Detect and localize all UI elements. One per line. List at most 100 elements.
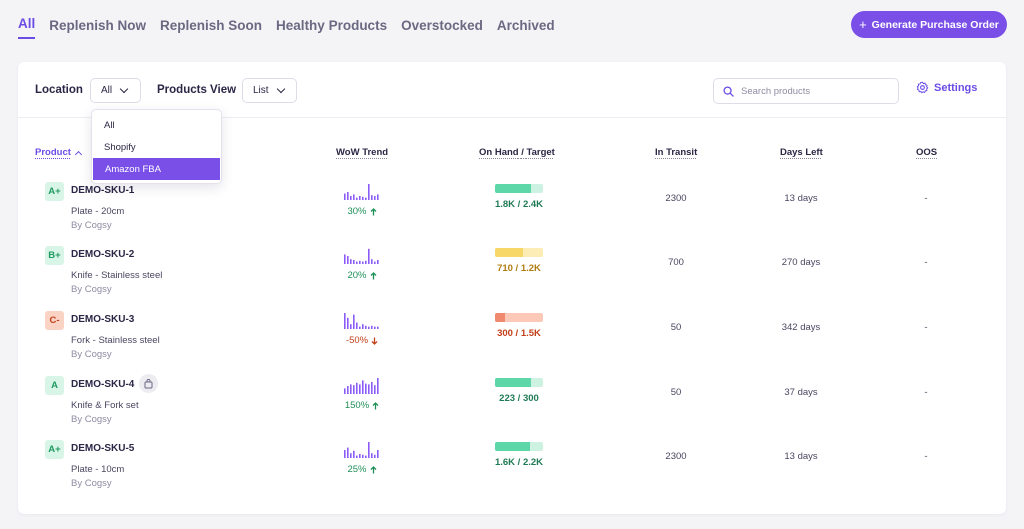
tab-replenish-now[interactable]: Replenish Now bbox=[49, 18, 147, 33]
in-transit-value: 2300 bbox=[665, 451, 687, 462]
trend-bar bbox=[365, 383, 367, 394]
trend-bar bbox=[347, 386, 349, 394]
location-option-amazon-fba[interactable]: Amazon FBA bbox=[93, 158, 220, 180]
trend-bar bbox=[371, 259, 373, 264]
oos-value: - bbox=[924, 387, 928, 398]
trend-bar bbox=[347, 256, 349, 264]
table-row[interactable]: A+ DEMO-SKU-5 Plate - 10cm By Cogsy 25% 1.6K … bbox=[18, 440, 1006, 504]
trend-bar bbox=[368, 384, 370, 394]
on-hand-progress-fill bbox=[495, 248, 524, 257]
on-hand-progress-bar bbox=[495, 313, 543, 322]
product-sku[interactable]: DEMO-SKU-5 bbox=[71, 443, 135, 454]
product-sku[interactable]: DEMO-SKU-1 bbox=[71, 185, 135, 196]
trend-bar bbox=[350, 453, 352, 458]
trend-bar bbox=[350, 324, 352, 329]
header-separator: / bbox=[521, 147, 527, 158]
chevron-up-icon bbox=[74, 150, 82, 158]
on-hand-progress-fill bbox=[495, 313, 505, 322]
trend-bar bbox=[371, 195, 373, 200]
target-value: 300 bbox=[522, 393, 539, 404]
days-left-value: 13 days bbox=[784, 193, 818, 204]
status-tabs: All Replenish Now Replenish Soon Healthy… bbox=[18, 16, 555, 39]
target-value: 2.2K bbox=[522, 457, 544, 468]
column-header-oos[interactable]: OOS bbox=[916, 147, 938, 158]
on-hand-progress-bar bbox=[495, 248, 543, 257]
on-hand-progress-fill bbox=[495, 442, 531, 451]
column-header-in-transit[interactable]: In Transit bbox=[655, 147, 698, 158]
tab-all[interactable]: All bbox=[18, 16, 36, 39]
generate-purchase-order-button[interactable]: + Generate Purchase Order bbox=[851, 11, 1007, 38]
location-option-shopify[interactable]: Shopify bbox=[104, 141, 136, 153]
table-row[interactable]: C- DEMO-SKU-3 Fork - Stainless steel By Cog… bbox=[18, 311, 1006, 375]
settings-label: Settings bbox=[934, 81, 978, 94]
wow-trend-sparkline bbox=[344, 313, 379, 329]
table-row[interactable]: A+ DEMO-SKU-1 Plate - 20cm By Cogsy 30% 1.8K … bbox=[18, 182, 1006, 246]
bundle-icon[interactable] bbox=[139, 374, 158, 393]
column-header-on-hand-target[interactable]: On Hand / Target bbox=[479, 147, 555, 158]
gear-icon bbox=[916, 81, 929, 94]
arrow-down-icon bbox=[371, 337, 378, 345]
trend-bar bbox=[371, 382, 373, 394]
trend-bar bbox=[356, 455, 358, 458]
products-view-select[interactable]: List bbox=[242, 78, 297, 103]
trend-bar bbox=[344, 193, 346, 200]
trend-bar bbox=[350, 259, 352, 264]
target-value: 1.5K bbox=[520, 328, 541, 339]
product-supplier: By Cogsy bbox=[71, 284, 112, 295]
tab-archived[interactable]: Archived bbox=[496, 18, 555, 33]
location-option-all[interactable]: All bbox=[104, 119, 115, 131]
settings-button[interactable]: Settings bbox=[916, 81, 977, 94]
on-hand-value: 1.8K bbox=[494, 199, 516, 210]
trend-bar bbox=[353, 314, 355, 329]
on-hand-progress-bar bbox=[495, 442, 543, 451]
table-row[interactable]: B+ DEMO-SKU-2 Knife - Stainless steel By Co… bbox=[18, 246, 1006, 310]
trend-bar bbox=[359, 260, 361, 264]
on-hand-progress-fill bbox=[495, 378, 531, 387]
oos-value: - bbox=[924, 322, 928, 333]
table-row[interactable]: A DEMO-SKU-4 Knife & Fork set By Cogsy 150% 2… bbox=[18, 374, 1006, 440]
search-input[interactable] bbox=[741, 85, 891, 97]
column-header-wow-trend[interactable]: WoW Trend bbox=[336, 147, 389, 158]
tab-replenish-soon[interactable]: Replenish Soon bbox=[160, 18, 263, 33]
trend-bar bbox=[368, 248, 370, 264]
products-view-value: List bbox=[253, 85, 269, 96]
trend-bar bbox=[377, 194, 379, 200]
trend-bar bbox=[359, 454, 361, 458]
tab-overstocked[interactable]: Overstocked bbox=[401, 18, 483, 33]
location-select[interactable]: All bbox=[90, 78, 141, 103]
trend-bar bbox=[374, 385, 376, 394]
product-sku[interactable]: DEMO-SKU-4 bbox=[71, 379, 135, 390]
oos-value: - bbox=[924, 193, 928, 204]
trend-bar bbox=[368, 184, 370, 200]
on-hand-progress-fill bbox=[495, 184, 531, 193]
tab-healthy-products[interactable]: Healthy Products bbox=[276, 18, 388, 33]
arrow-up-icon bbox=[370, 465, 376, 473]
trend-percent: -50% bbox=[345, 335, 369, 346]
column-header-product[interactable]: Product bbox=[35, 147, 82, 158]
wow-trend-value: 30% bbox=[328, 206, 396, 217]
trend-bar bbox=[371, 325, 373, 329]
product-supplier: By Cogsy bbox=[71, 220, 112, 231]
product-sku[interactable]: DEMO-SKU-3 bbox=[71, 314, 135, 325]
wow-trend-value: 25% bbox=[328, 464, 396, 475]
wow-trend-value: -50% bbox=[328, 335, 396, 346]
product-supplier: By Cogsy bbox=[71, 478, 112, 489]
column-header-days-left[interactable]: Days Left bbox=[780, 147, 823, 158]
trend-bar bbox=[356, 322, 358, 329]
trend-bar bbox=[356, 382, 358, 394]
product-description: Knife & Fork set bbox=[71, 400, 139, 411]
trend-bar bbox=[344, 450, 346, 458]
products-view-label: Products View bbox=[157, 84, 237, 96]
on-hand-progress-bar bbox=[495, 184, 543, 193]
wow-trend-sparkline bbox=[344, 248, 379, 264]
arrow-up-icon bbox=[370, 271, 376, 279]
product-sku[interactable]: DEMO-SKU-2 bbox=[71, 249, 135, 260]
on-hand-progress-bar bbox=[495, 378, 543, 387]
trend-bar bbox=[374, 196, 376, 200]
grade-badge: A bbox=[45, 376, 64, 395]
trend-bar bbox=[344, 388, 346, 394]
on-hand-value: 710 bbox=[497, 263, 513, 274]
trend-bar bbox=[365, 325, 367, 329]
trend-bar bbox=[353, 194, 355, 200]
on-hand-target-text: 223 / 300 bbox=[499, 393, 539, 404]
